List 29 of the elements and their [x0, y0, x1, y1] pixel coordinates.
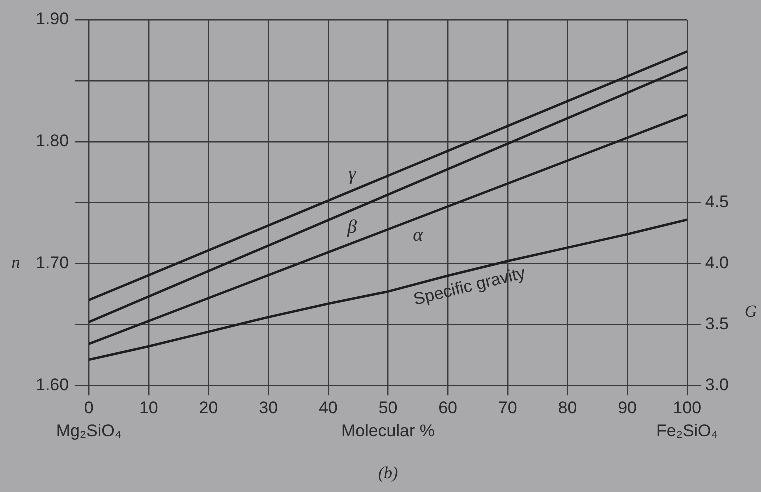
- x-tick-label: 60: [438, 398, 458, 418]
- series-label: α: [413, 225, 424, 246]
- series-label: β: [346, 217, 358, 238]
- y2-axis-title: G: [744, 302, 758, 321]
- x-tick-label: 90: [618, 398, 637, 418]
- x-tick-label: 100: [673, 398, 702, 418]
- x-axis-title: Molecular %: [341, 421, 435, 440]
- x-tick-label: 0: [84, 398, 94, 418]
- text: (b): [378, 463, 398, 482]
- series-label: γ: [348, 164, 357, 185]
- y-tick-label: 1.90: [36, 10, 70, 29]
- x-tick-label: 80: [558, 398, 578, 418]
- y2-tick-label: 4.0: [705, 253, 730, 272]
- text: Specific gravity: [412, 263, 528, 310]
- y-tick-label: 1.70: [36, 253, 70, 272]
- y2-tick-label: 3.5: [705, 314, 730, 334]
- x-tick-label: 30: [259, 398, 278, 418]
- x-tick-label: 50: [378, 398, 398, 418]
- x-tick-label: 10: [139, 398, 158, 418]
- y2-tick-label: 3.0: [705, 375, 730, 394]
- x-tick-label: 40: [318, 398, 338, 418]
- y-tick-label: 1.80: [36, 132, 70, 151]
- x-tick-label: 20: [199, 398, 218, 418]
- y-tick-label: 1.60: [36, 375, 70, 394]
- text: Fe₂SiO₄: [656, 421, 718, 440]
- text: Mg₂SiO₄: [56, 421, 122, 440]
- y-axis-title: n: [12, 253, 20, 272]
- x-tick-label: 70: [498, 398, 518, 418]
- y2-tick-label: 4.5: [705, 192, 730, 212]
